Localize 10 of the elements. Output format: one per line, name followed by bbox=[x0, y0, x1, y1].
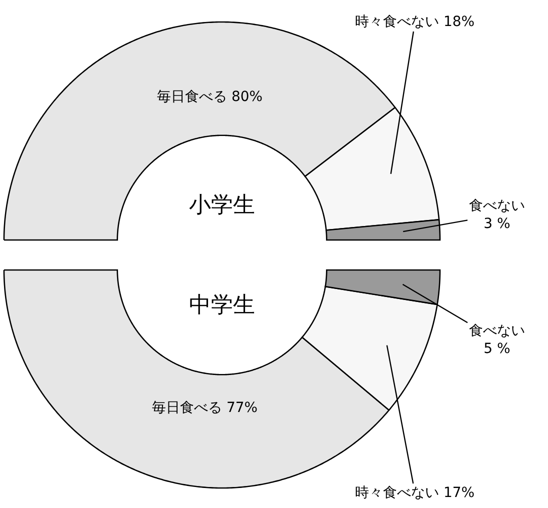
data-label: 3 % bbox=[484, 216, 510, 232]
slice-label: 時々食べない 17% bbox=[355, 485, 475, 501]
text: 小学生 bbox=[189, 193, 255, 218]
slice-label: 食べない bbox=[469, 323, 525, 339]
slice-label: 毎日食べる 80% bbox=[157, 89, 263, 105]
data-label: 5 % bbox=[484, 341, 510, 358]
slice-label: 食べない bbox=[469, 198, 525, 214]
text: 中学生 bbox=[189, 293, 255, 318]
slice-label: 毎日食べる 77% bbox=[152, 400, 258, 416]
slice-label: 時々食べない 18% bbox=[355, 14, 475, 30]
